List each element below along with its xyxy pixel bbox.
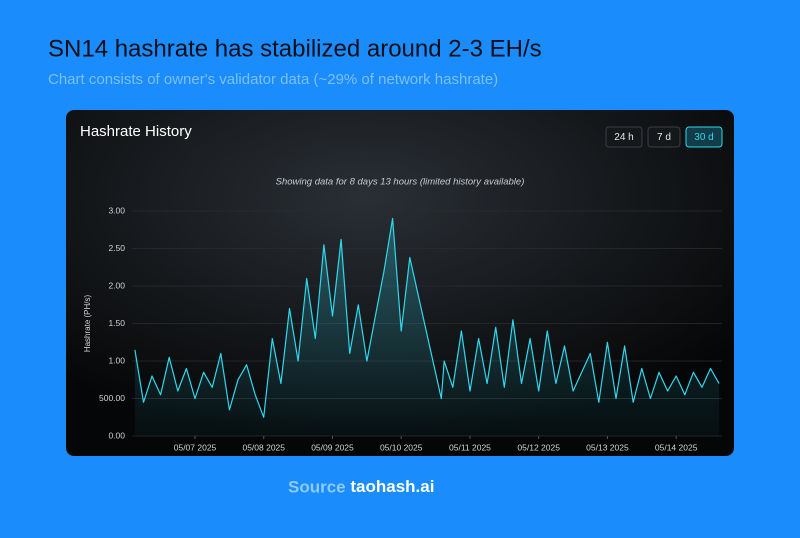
y-tick-label: 3.00	[108, 205, 125, 215]
y-axis-label: Hashrate (PH/s)	[83, 294, 92, 352]
area	[134, 218, 720, 436]
x-tick-label: 05/12 2025	[517, 442, 560, 452]
y-tick-label: 0.00	[108, 430, 125, 440]
plot: 24 h 7 d 30 d 0.00 500.00 1.00 1.50 2.00 2.50 3.0…	[83, 126, 723, 452]
range-button[interactable]	[605, 126, 643, 148]
x-tick-label: 05/14 2025	[655, 442, 698, 452]
x-tick-label: 05/10 2025	[380, 442, 423, 452]
x-tick-label: 05/07 2025	[174, 442, 217, 452]
x-tick-label: 05/09 2025	[311, 442, 354, 452]
x-tick-label: 05/13 2025	[586, 442, 629, 452]
range-button-label: 7 d	[657, 132, 671, 143]
y-tick-label: 1.00	[108, 355, 125, 365]
subheadline: Chart consists of owner's validator data…	[48, 71, 498, 88]
line	[134, 217, 720, 418]
headline: SN14 hashrate has stabilized around 2-3 …	[48, 35, 542, 62]
y-tick-label: 500.00	[99, 393, 125, 403]
y-tick-label: 1.50	[108, 318, 125, 328]
x-tick-label: 05/11 2025	[449, 442, 491, 452]
range-button-label: 30 d	[694, 132, 713, 143]
range-button[interactable]	[685, 126, 723, 148]
source-link: taohash.ai	[350, 477, 434, 496]
range-button[interactable]	[647, 126, 681, 148]
source-label: Source taohash.ai	[288, 477, 434, 496]
y-tick-label: 2.50	[108, 243, 125, 253]
panel-note: Showing data for 8 days 13 hours (limite…	[276, 177, 525, 188]
range-button-label: 24 h	[614, 132, 633, 143]
panel-title: Hashrate History	[80, 123, 192, 140]
x-tick-label: 05/08 2025	[242, 442, 285, 452]
y-tick-label: 2.00	[108, 280, 125, 290]
